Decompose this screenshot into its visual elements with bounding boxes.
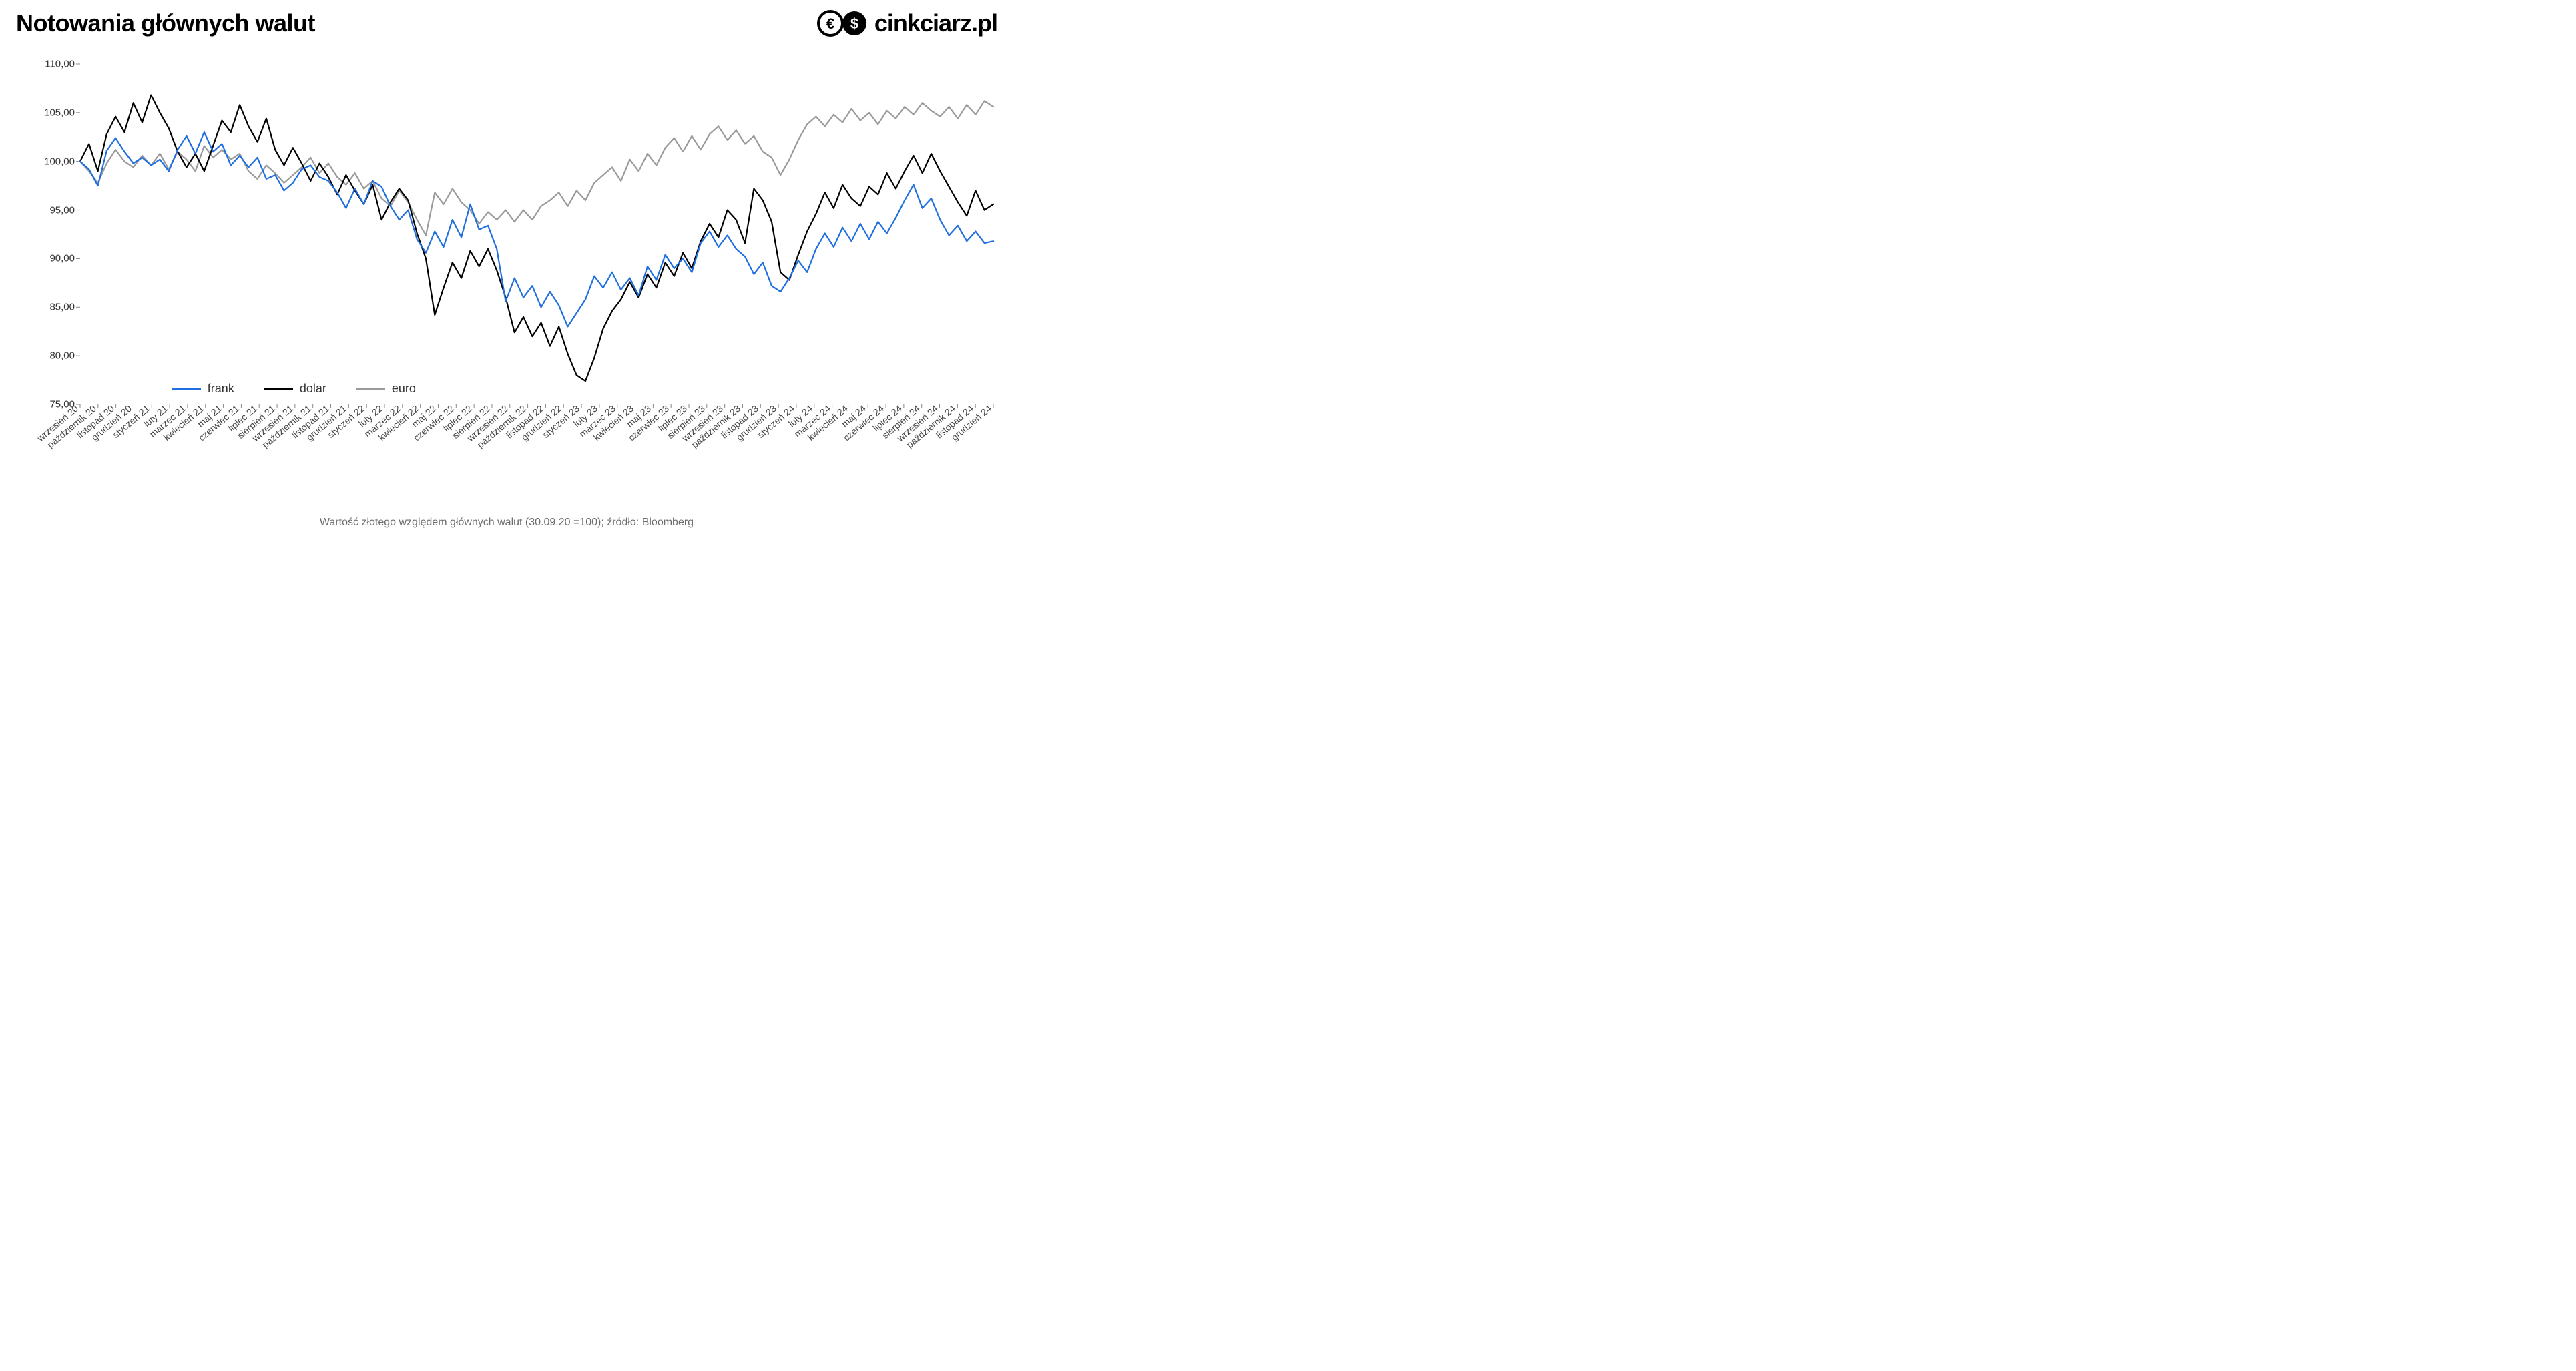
- chart-legend: frank dolar euro: [172, 382, 416, 396]
- page-title: Notowania głównych walut: [16, 9, 315, 37]
- y-axis-tick-label: 95,00: [13, 204, 75, 216]
- chart-caption: Wartość złotego względem głównych walut …: [0, 517, 1013, 529]
- legend-label: dolar: [300, 382, 326, 395]
- legend-swatch-icon: [264, 388, 293, 390]
- legend-item: euro: [356, 382, 416, 396]
- brand-name: cinkciarz.pl: [874, 9, 997, 37]
- y-axis-tick-label: 85,00: [13, 302, 75, 313]
- legend-swatch-icon: [172, 388, 201, 390]
- legend-label: euro: [392, 382, 416, 395]
- svg-text:$: $: [850, 15, 858, 32]
- legend-item: dolar: [264, 382, 326, 396]
- y-axis-tick-label: 105,00: [13, 107, 75, 118]
- legend-label: frank: [208, 382, 234, 395]
- legend-item: frank: [172, 382, 234, 396]
- y-axis-tick-label: 80,00: [13, 350, 75, 362]
- chart-page: Notowania głównych walut € $ cinkciarz.p…: [0, 0, 1013, 541]
- currency-line-chart: 110,00105,00100,0095,0090,0085,0080,0075…: [13, 57, 1000, 485]
- legend-swatch-icon: [356, 388, 385, 390]
- y-axis-tick-label: 90,00: [13, 253, 75, 264]
- currency-circles-icon: € $: [817, 10, 868, 37]
- y-axis-tick-label: 110,00: [13, 59, 75, 70]
- brand-logo: € $ cinkciarz.pl: [817, 9, 997, 37]
- svg-text:€: €: [826, 15, 834, 32]
- y-axis-tick-label: 100,00: [13, 156, 75, 167]
